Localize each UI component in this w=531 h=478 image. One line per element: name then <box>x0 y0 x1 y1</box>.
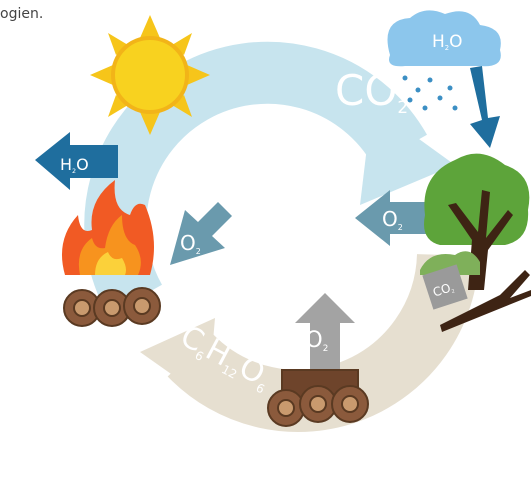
subscript: 2 <box>323 344 329 354</box>
tree <box>420 153 531 332</box>
fire-o2-label: O2 <box>180 231 201 256</box>
label-text: H <box>432 32 445 52</box>
label-text: O <box>382 207 398 231</box>
subscript: 2 <box>445 44 449 52</box>
left-h2o-label: H2O <box>60 155 89 175</box>
cloud <box>387 10 501 148</box>
cloud-h2o-label: H2O <box>432 32 463 52</box>
tree-co2-box <box>422 264 468 310</box>
subscript: 2 <box>398 223 403 232</box>
tree-o2-arrow <box>355 190 430 246</box>
label-text: O <box>180 231 196 255</box>
label-text: CO <box>290 328 323 353</box>
tree-o2-label: O2 <box>382 207 403 232</box>
h2o-arrow <box>35 132 118 190</box>
fire <box>61 180 154 275</box>
label-text: CO <box>431 281 452 300</box>
subscript: 2 <box>397 97 408 117</box>
label-text: H <box>60 155 72 174</box>
bottom-logs <box>267 369 369 427</box>
co2-up-arrow <box>295 293 355 375</box>
subscript: 2 <box>451 289 456 296</box>
label-text: O <box>449 32 462 52</box>
subscript: 2 <box>196 247 201 256</box>
subscript: 2 <box>72 167 76 175</box>
fire-logs <box>63 287 161 327</box>
glucose-arrowhead <box>140 318 215 400</box>
subscript: 12 <box>219 362 239 382</box>
label-text: O <box>76 155 89 174</box>
up-co2-label: CO2 <box>290 328 328 354</box>
big-co2-label: CO2 <box>335 66 408 117</box>
fire-o2-arrow <box>170 202 232 265</box>
sun <box>90 15 210 135</box>
tree-co2-label: CO2 <box>431 280 456 301</box>
caption-fragment: ogien. <box>0 6 43 22</box>
label-text: CO <box>335 66 397 115</box>
co2-arrowhead <box>360 105 455 205</box>
